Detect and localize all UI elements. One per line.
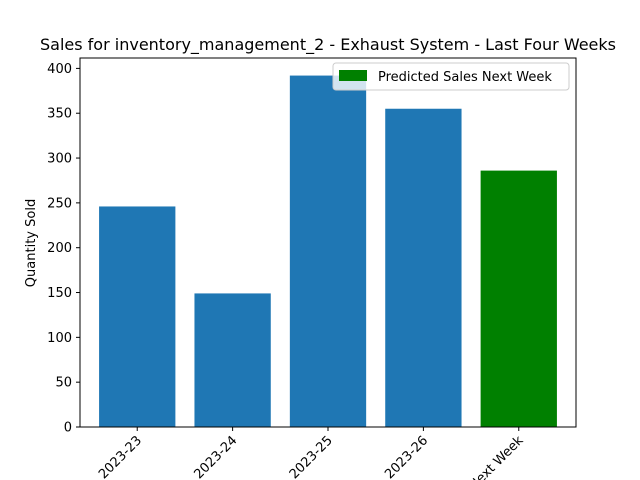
plot-frame [79, 57, 577, 428]
bar-2023-25 [289, 75, 367, 428]
legend: Predicted Sales Next Week [332, 62, 570, 91]
bar-2023-23 [99, 206, 176, 427]
bar-2023-24 [194, 293, 271, 427]
legend-box [332, 62, 570, 91]
y-tick-label: 200 [47, 241, 72, 256]
bar-next-week [480, 170, 557, 427]
bars-group [99, 75, 557, 428]
y-tick-label: 150 [47, 286, 72, 301]
y-axis-label: Quantity Sold [24, 199, 39, 287]
y-tick-label: 300 [47, 152, 72, 167]
chart-title: Sales for inventory_management_2 - Exhau… [40, 35, 616, 55]
bar-2023-26 [385, 108, 462, 428]
y-tick-label: 400 [47, 62, 72, 77]
y-tick-label: 0 [64, 421, 72, 436]
y-tick-label: 350 [47, 107, 72, 122]
y-tick-label: 250 [47, 196, 72, 211]
y-axis: 0 50 100 150 200 250 300 350 400 [47, 62, 80, 436]
legend-swatch [339, 70, 367, 81]
y-tick-label: 100 [47, 331, 72, 346]
legend-label: Predicted Sales Next Week [378, 70, 552, 85]
y-tick-label: 50 [55, 376, 72, 391]
